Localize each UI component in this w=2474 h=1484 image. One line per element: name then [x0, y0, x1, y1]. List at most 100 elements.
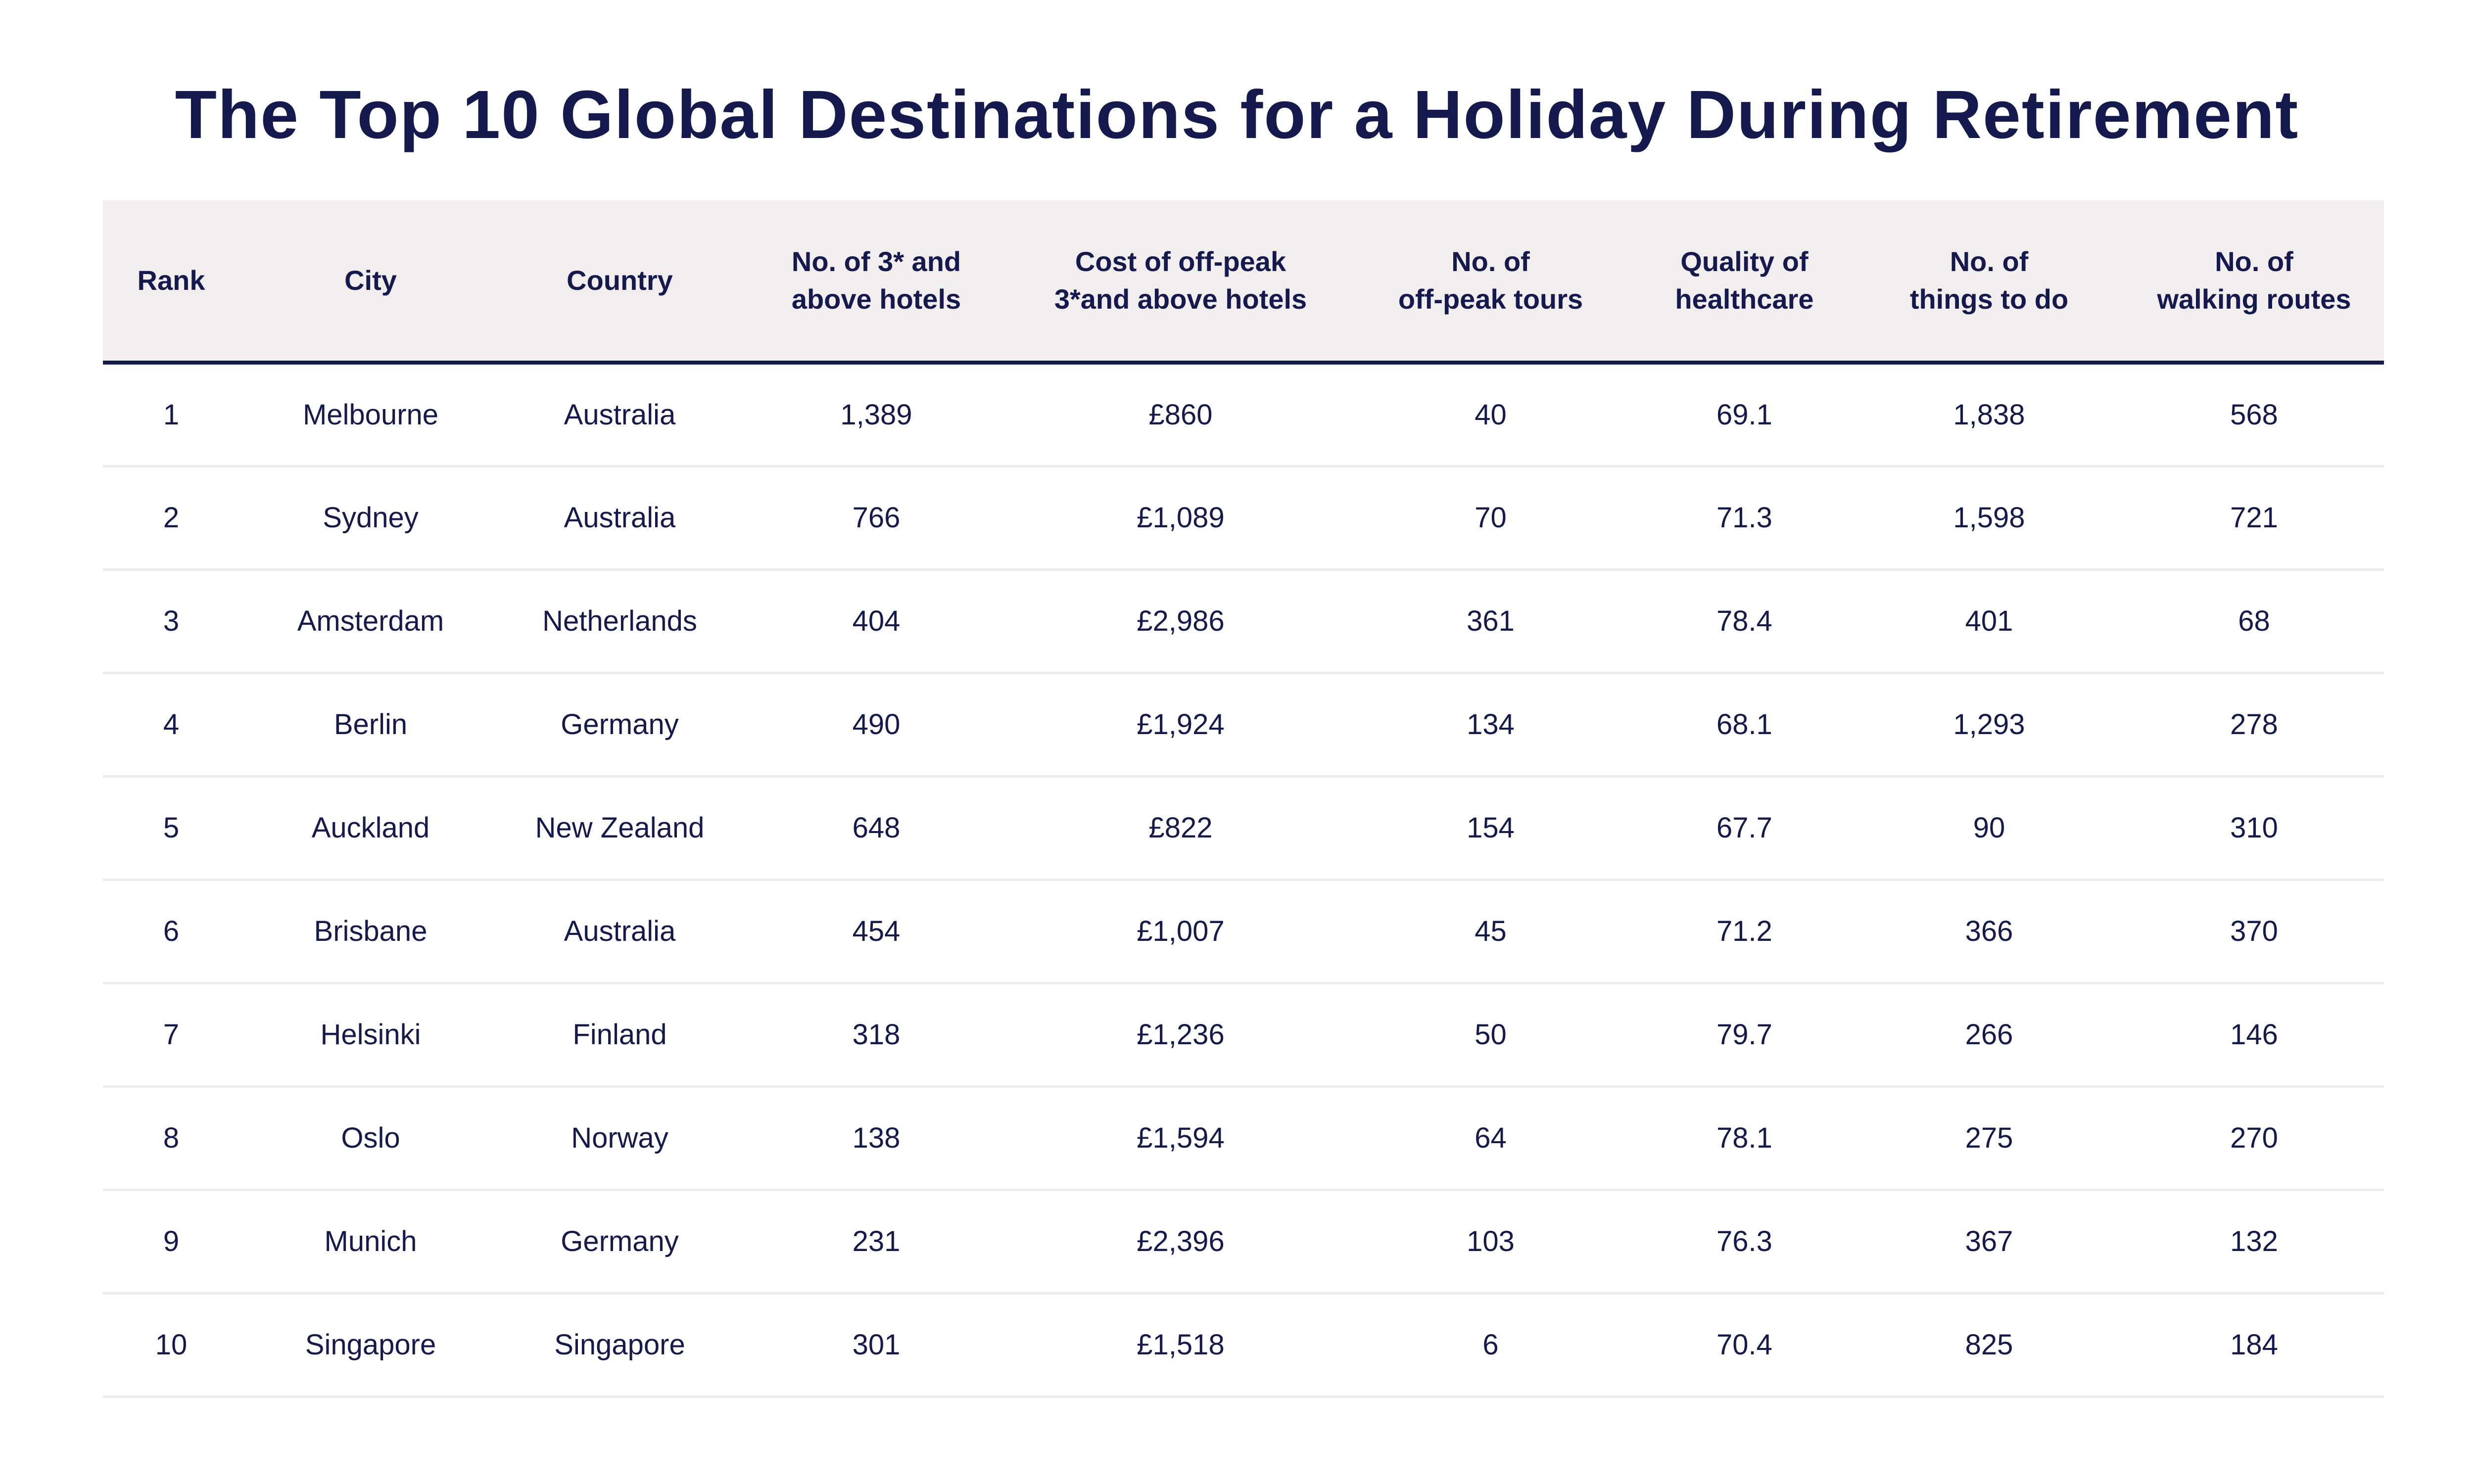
column-header-country: Country	[502, 200, 738, 365]
table-row: 7 Helsinki Finland 318 £1,236 50 79.7 266 146	[103, 983, 2384, 1088]
table-cell-cost: £2,986	[1015, 569, 1346, 674]
column-header-line: No. of	[2215, 246, 2293, 278]
table-cell-tours: 154	[1346, 776, 1635, 881]
table-cell-things-to-do: 1,838	[1854, 363, 2124, 467]
table-cell-healthcare: 71.2	[1635, 880, 1854, 984]
table-cell-tours: 6	[1346, 1293, 1635, 1398]
column-header-things-to-do: No. of things to do	[1854, 200, 2124, 365]
table-cell-hotels: 138	[738, 1086, 1015, 1191]
column-header-line: Country	[567, 265, 673, 296]
table-cell-healthcare: 70.4	[1635, 1293, 1854, 1398]
table-cell-healthcare: 69.1	[1635, 363, 1854, 467]
table-row: 9 Munich Germany 231 £2,396 103 76.3 367 132	[103, 1190, 2384, 1295]
table-cell-tours: 70	[1346, 466, 1635, 571]
table-cell-walking-routes: 278	[2124, 673, 2384, 778]
table-cell-things-to-do: 1,598	[1854, 466, 2124, 571]
table-cell-country: Australia	[502, 880, 738, 984]
table-row: 10 Singapore Singapore 301 £1,518 6 70.4 825 184	[103, 1293, 2384, 1398]
table-cell-country: Germany	[502, 673, 738, 778]
table-cell-walking-routes: 270	[2124, 1086, 2384, 1191]
table-cell-tours: 361	[1346, 569, 1635, 674]
table-cell-walking-routes: 146	[2124, 983, 2384, 1088]
table-cell-cost: £1,518	[1015, 1293, 1346, 1398]
table-cell-walking-routes: 370	[2124, 880, 2384, 984]
table-row: 4 Berlin Germany 490 £1,924 134 68.1 1,293 278	[103, 673, 2384, 778]
table-cell-cost: £1,007	[1015, 880, 1346, 984]
table-cell-country: New Zealand	[502, 776, 738, 881]
table-cell-city: Berlin	[239, 673, 502, 778]
table-cell-things-to-do: 1,293	[1854, 673, 2124, 778]
table-cell-city: Sydney	[239, 466, 502, 571]
table-cell-rank: 7	[103, 983, 239, 1088]
table-cell-tours: 45	[1346, 880, 1635, 984]
table-cell-country: Norway	[502, 1086, 738, 1191]
table-cell-rank: 4	[103, 673, 239, 778]
table-cell-healthcare: 79.7	[1635, 983, 1854, 1088]
table-cell-healthcare: 78.1	[1635, 1086, 1854, 1191]
table-body: 1 Melbourne Australia 1,389 £860 40 69.1 1,838 5…	[103, 363, 2384, 1398]
table-cell-city: Munich	[239, 1190, 502, 1295]
table-row: 8 Oslo Norway 138 £1,594 64 78.1 275 270	[103, 1086, 2384, 1191]
table-cell-rank: 8	[103, 1086, 239, 1191]
column-header-line: things to do	[1909, 283, 2069, 315]
table-cell-hotels: 301	[738, 1293, 1015, 1398]
column-header-city: City	[239, 200, 502, 365]
table-header: Rank City Country No. of 3* and above hotels…	[103, 200, 2384, 365]
table-cell-rank: 2	[103, 466, 239, 571]
table-cell-walking-routes: 68	[2124, 569, 2384, 674]
table-cell-country: Netherlands	[502, 569, 738, 674]
table-cell-city: Melbourne	[239, 363, 502, 467]
column-header-line: Quality of	[1680, 246, 1808, 278]
column-header-line: No. of	[1950, 246, 2029, 278]
table-cell-cost: £822	[1015, 776, 1346, 881]
table-cell-walking-routes: 132	[2124, 1190, 2384, 1295]
table-cell-rank: 1	[103, 363, 239, 467]
table-cell-cost: £1,089	[1015, 466, 1346, 571]
table-cell-hotels: 318	[738, 983, 1015, 1088]
table-cell-country: Finland	[502, 983, 738, 1088]
table-cell-tours: 50	[1346, 983, 1635, 1088]
table-cell-hotels: 454	[738, 880, 1015, 984]
table-cell-hotels: 648	[738, 776, 1015, 881]
table-cell-country: Australia	[502, 466, 738, 571]
column-header-line: walking routes	[2157, 283, 2351, 315]
table-cell-rank: 3	[103, 569, 239, 674]
table-cell-country: Germany	[502, 1190, 738, 1295]
table-cell-hotels: 1,389	[738, 363, 1015, 467]
table-cell-rank: 10	[103, 1293, 239, 1398]
table-cell-walking-routes: 310	[2124, 776, 2384, 881]
table-cell-city: Brisbane	[239, 880, 502, 984]
column-header-line: above hotels	[791, 283, 961, 315]
table-cell-city: Oslo	[239, 1086, 502, 1191]
chart-title: The Top 10 Global Destinations for a Hol…	[175, 77, 2299, 153]
table-cell-things-to-do: 90	[1854, 776, 2124, 881]
table-cell-cost: £1,594	[1015, 1086, 1346, 1191]
table-cell-tours: 103	[1346, 1190, 1635, 1295]
table-cell-rank: 5	[103, 776, 239, 881]
column-header-hotels: No. of 3* and above hotels	[738, 200, 1015, 365]
table-cell-things-to-do: 401	[1854, 569, 2124, 674]
column-header-rank: Rank	[103, 200, 239, 365]
column-header-line: No. of 3* and	[791, 246, 961, 278]
table-row: 3 Amsterdam Netherlands 404 £2,986 361 78.4 401…	[103, 569, 2384, 674]
table-cell-hotels: 231	[738, 1190, 1015, 1295]
table-cell-cost: £1,924	[1015, 673, 1346, 778]
table-cell-healthcare: 76.3	[1635, 1190, 1854, 1295]
column-header-walking-routes: No. of walking routes	[2124, 200, 2384, 365]
column-header-cost: Cost of off-peak 3*and above hotels	[1015, 200, 1346, 365]
column-header-line: off-peak tours	[1398, 283, 1583, 315]
column-header-line: City	[344, 265, 397, 296]
table-cell-cost: £1,236	[1015, 983, 1346, 1088]
table-cell-city: Singapore	[239, 1293, 502, 1398]
column-header-line: Cost of off-peak	[1075, 246, 1286, 278]
table-cell-walking-routes: 721	[2124, 466, 2384, 571]
table-row: 2 Sydney Australia 766 £1,089 70 71.3 1,598 721	[103, 466, 2384, 571]
table-cell-walking-routes: 184	[2124, 1293, 2384, 1398]
table-cell-things-to-do: 275	[1854, 1086, 2124, 1191]
table-cell-country: Australia	[502, 363, 738, 467]
table-cell-walking-routes: 568	[2124, 363, 2384, 467]
table-cell-city: Helsinki	[239, 983, 502, 1088]
table-cell-city: Amsterdam	[239, 569, 502, 674]
table-cell-rank: 9	[103, 1190, 239, 1295]
